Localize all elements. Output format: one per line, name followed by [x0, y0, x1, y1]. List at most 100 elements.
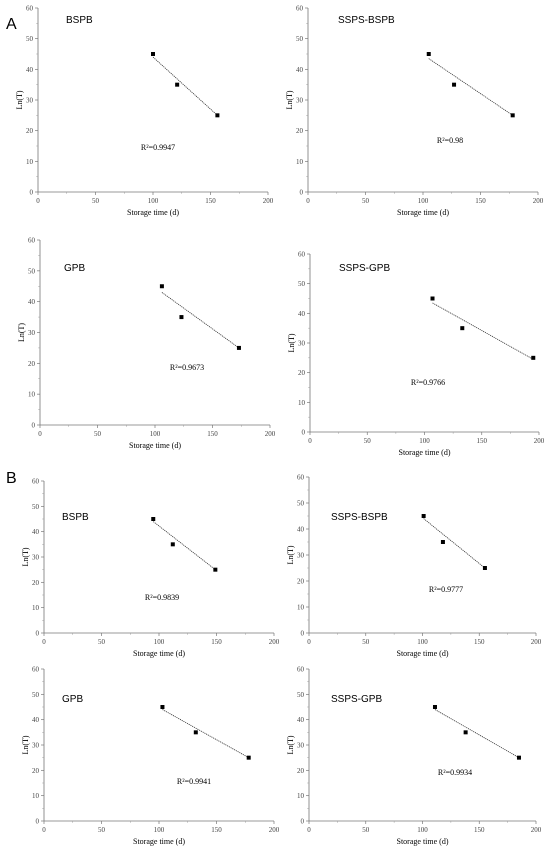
sample-title: GPB	[64, 263, 85, 274]
y-tick-label: 50	[298, 280, 306, 288]
sample-title: SSPS-BSPB	[338, 15, 395, 26]
y-tick-label: 50	[296, 35, 304, 43]
data-point	[175, 82, 180, 87]
x-tick-label: 200	[265, 430, 276, 438]
y-tick-label: 0	[301, 630, 305, 638]
y-tick-label: 20	[26, 127, 34, 135]
y-tick-label: 20	[298, 369, 306, 377]
x-tick-label: 150	[207, 430, 218, 438]
x-tick-label: 200	[269, 826, 280, 834]
data-point	[482, 566, 487, 570]
y-tick-label: 10	[32, 792, 40, 800]
y-axis-label: Ln(T)	[17, 323, 26, 342]
y-tick-label: 0	[32, 422, 36, 430]
sample-title: SSPS-GPB	[331, 694, 382, 705]
y-tick-label: 30	[297, 742, 305, 750]
y-tick-label: 0	[30, 189, 34, 197]
y-tick-label: 50	[32, 691, 40, 699]
y-tick-label: 30	[32, 554, 40, 562]
x-tick-label: 50	[92, 197, 100, 205]
x-axis-label: Storage time (d)	[397, 837, 449, 846]
r-squared-label: R²=0.9673	[170, 363, 204, 372]
y-tick-label: 60	[296, 5, 304, 13]
fit-line	[153, 521, 216, 570]
x-tick-label: 0	[306, 197, 310, 205]
data-point	[151, 52, 155, 56]
x-tick-label: 150	[211, 638, 222, 646]
sample-title: GPB	[62, 694, 83, 705]
x-tick-label: 150	[211, 826, 222, 834]
x-tick-label: 0	[308, 437, 312, 445]
fit-line	[434, 709, 520, 759]
fit-line	[432, 302, 534, 360]
data-point	[151, 517, 156, 521]
y-tick-label: 20	[297, 578, 305, 586]
y-axis-label: Ln(T)	[286, 545, 295, 564]
fit-line	[161, 292, 240, 349]
y-tick-label: 20	[32, 767, 40, 775]
r-squared-label: R²=0.9941	[177, 777, 211, 786]
x-tick-label: 50	[94, 430, 102, 438]
y-tick-label: 50	[32, 503, 40, 511]
y-tick-label: 50	[297, 691, 305, 699]
y-tick-label: 40	[32, 528, 40, 536]
x-tick-label: 50	[362, 638, 370, 646]
sample-title: BSPB	[62, 512, 89, 523]
y-tick-label: 0	[300, 189, 304, 197]
x-tick-label: 0	[42, 638, 46, 646]
subplot-b-gpb: 0 10 20 30 40 50 60 0 50 100 150 200 Storage time (d…	[21, 666, 280, 847]
y-tick-label: 60	[32, 666, 40, 674]
panel-a-label: A	[6, 16, 17, 33]
x-axis-label: Storage time (d)	[129, 441, 181, 450]
x-tick-label: 150	[205, 197, 216, 205]
y-tick-label: 10	[298, 399, 306, 407]
x-tick-label: 200	[531, 826, 542, 834]
y-tick-label: 40	[297, 716, 305, 724]
y-tick-label: 40	[28, 298, 36, 306]
subplot-a-gpb: 0 10 20 30 40 50 60 0 50 100 150 200 Storage time (d…	[17, 237, 276, 451]
y-axis-label: Ln(T)	[15, 90, 24, 109]
data-point	[531, 355, 536, 360]
x-tick-label: 200	[263, 197, 274, 205]
y-tick-label: 30	[297, 552, 305, 560]
y-tick-label: 50	[28, 267, 36, 275]
y-tick-label: 10	[297, 792, 305, 800]
x-tick-label: 150	[474, 826, 485, 834]
r-squared-label: R²=0.9839	[145, 593, 179, 602]
data-point	[215, 113, 220, 118]
x-axis-label: Storage time (d)	[399, 448, 451, 457]
y-tick-label: 40	[32, 716, 40, 724]
y-tick-label: 60	[26, 5, 34, 13]
x-tick-label: 0	[36, 197, 40, 205]
y-axis-label: Ln(T)	[286, 735, 295, 754]
y-tick-label: 0	[301, 818, 305, 826]
x-tick-label: 0	[38, 430, 42, 438]
data-point	[421, 514, 426, 518]
y-tick-label: 20	[28, 360, 36, 368]
subplot-b-ssps-bspb: 0 10 20 30 40 50 60 0 50 100 150 200 Storage time (d…	[286, 474, 542, 659]
data-point	[170, 542, 175, 547]
subplot-b-ssps-gpb: 0 10 20 30 40 50 60 0 50 100 150 200 Storage time (d…	[286, 666, 542, 847]
fit-line	[428, 58, 513, 116]
x-tick-label: 0	[307, 638, 311, 646]
data-point	[432, 705, 437, 709]
x-tick-label: 200	[531, 638, 542, 646]
y-tick-label: 30	[26, 97, 34, 105]
y-tick-label: 40	[298, 310, 306, 318]
y-tick-label: 50	[297, 500, 305, 508]
x-tick-label: 200	[533, 197, 544, 205]
panel-b-label: B	[6, 470, 17, 487]
x-tick-label: 100	[148, 197, 159, 205]
y-tick-label: 20	[32, 579, 40, 587]
x-tick-label: 150	[477, 437, 488, 445]
x-axis-label: Storage time (d)	[397, 208, 449, 217]
data-point	[452, 82, 457, 87]
data-point	[160, 705, 165, 709]
data-point	[426, 52, 431, 56]
y-tick-label: 20	[297, 767, 305, 775]
y-tick-label: 0	[302, 429, 306, 437]
x-tick-label: 50	[98, 638, 106, 646]
y-axis-label: Ln(T)	[285, 90, 294, 109]
